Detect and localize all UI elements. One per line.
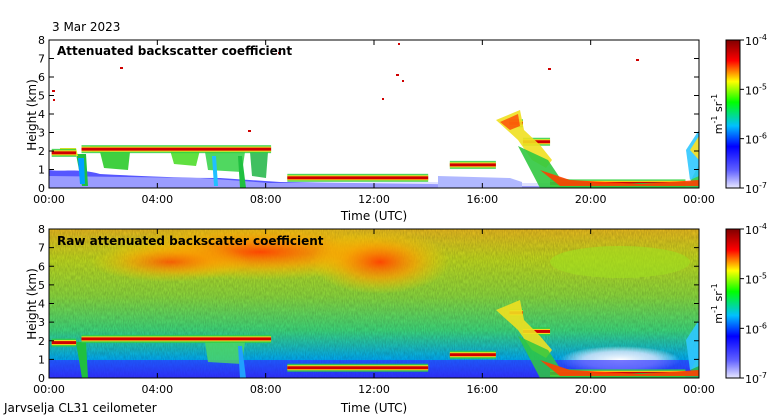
bottom-y-tick-label: 2 [38, 335, 45, 348]
top-backscatter-image [49, 146, 699, 188]
bottom-x-tick-label: 12:00 [358, 383, 390, 396]
top-x-axis-label: Time (UTC) [340, 209, 407, 223]
bottom-y-axis: 0 1 2 3 4 5 6 7 8 [38, 223, 699, 385]
top-y-tick-label: 8 [38, 34, 45, 47]
top-y-axis: 0 1 2 3 4 5 6 7 8 [38, 34, 699, 195]
bottom-x-tick-label: 00:00 [683, 383, 715, 396]
top-y-tick-label: 6 [38, 71, 45, 84]
bottom-colorbar-tick-label: 10-4 [745, 222, 767, 237]
bottom-y-tick-label: 6 [38, 260, 45, 273]
bottom-x-tick-label: 08:00 [250, 383, 282, 396]
bottom-colorbar-tick-label: 10-7 [745, 371, 767, 386]
top-fallstreaks [76, 150, 268, 188]
top-colorbar-unit-label: m-1 sr-1 [710, 94, 725, 134]
bottom-x-tick-label: 20:00 [575, 383, 607, 396]
top-colorbar-ticks: 10-4 10-5 10-6 10-7 [740, 33, 767, 196]
top-x-tick-label: 00:00 [33, 193, 65, 206]
bottom-colorbar-gradient [725, 228, 741, 379]
top-x-tick-label: 08:00 [250, 193, 282, 206]
top-y-tick-label: 0 [38, 182, 45, 195]
top-cloud-layer-core [81, 147, 272, 151]
top-y-tick-label: 2 [38, 145, 45, 158]
bottom-cloud-layer-core [449, 353, 496, 357]
instrument-label: Jarvselja CL31 ceilometer [4, 401, 157, 415]
bottom-colorbar-unit-label: m-1 sr-1 [710, 283, 725, 323]
bottom-colorbar-ticks: 10-4 10-5 10-6 10-7 [740, 222, 767, 386]
bottom-y-tick-label: 3 [38, 316, 45, 329]
bottom-cloud-layer-core [522, 329, 551, 333]
top-colorbar-unit: m-1 sr-1 [710, 94, 725, 134]
top-y-tick-label: 7 [38, 53, 45, 66]
bottom-panel-title: Raw attenuated backscatter coefficient [57, 234, 324, 248]
top-colorbar-tick-label: 10-7 [745, 181, 767, 196]
bottom-y-tick-label: 8 [38, 223, 45, 236]
top-cloud-layer-core [287, 176, 429, 180]
date-label: 3 Mar 2023 [52, 20, 121, 34]
bottom-x-tick-label: 00:00 [33, 383, 65, 396]
top-panel: 0 1 2 3 4 5 6 7 8 00:00 04:00 08:00 12:00 16:00 20:00… [25, 34, 715, 223]
top-late-cloud [496, 110, 699, 188]
top-colorbar-tick-label: 10-6 [745, 132, 767, 147]
bottom-x-axis-label: Time (UTC) [340, 401, 407, 415]
top-y-tick-label: 5 [38, 90, 45, 103]
bottom-colorbar-tick-label: 10-5 [745, 272, 767, 287]
top-colorbar: 10-4 10-5 10-6 10-7 m-1 sr-1 [710, 33, 767, 196]
bottom-y-tick-label: 1 [38, 353, 45, 366]
bottom-x-axis: 00:00 04:00 08:00 12:00 16:00 20:00 00:00 [33, 229, 715, 396]
bottom-colorbar-unit: m-1 sr-1 [710, 283, 725, 323]
top-y-tick-label: 3 [38, 127, 45, 140]
top-haze-patch [438, 176, 522, 188]
top-y-tick-label: 1 [38, 164, 45, 177]
top-plot-area [49, 40, 699, 188]
top-x-axis: 00:00 04:00 08:00 12:00 16:00 20:00 00:00 [33, 40, 715, 206]
bottom-y-tick-label: 5 [38, 279, 45, 292]
top-x-tick-label: 16:00 [466, 193, 498, 206]
top-panel-title: Attenuated backscatter coefficient [57, 44, 292, 58]
bottom-y-tick-label: 7 [38, 242, 45, 255]
top-x-tick-label: 00:00 [683, 193, 715, 206]
bottom-x-tick-label: 04:00 [141, 383, 173, 396]
bottom-colorbar: 10-4 10-5 10-6 10-7 m-1 sr-1 [710, 222, 767, 386]
bottom-backscatter-image [49, 229, 699, 378]
bottom-y-tick-label: 4 [38, 298, 45, 311]
top-x-tick-label: 12:00 [358, 193, 390, 206]
top-cloud-layer-core [449, 163, 496, 167]
bottom-cloud-layer-core [287, 366, 429, 370]
bottom-late-cloud [496, 300, 699, 378]
top-cloud-layer-core [51, 151, 77, 155]
bottom-colorbar-tick-label: 10-6 [745, 321, 767, 336]
bottom-y-axis-label: Height (km) [25, 268, 39, 339]
top-colorbar-tick-label: 10-4 [745, 33, 767, 48]
bottom-panel: 0 1 2 3 4 5 6 7 8 00:00 04:00 08:00 12:00 16:00 20:00… [25, 223, 715, 415]
top-y-tick-label: 4 [38, 108, 45, 121]
top-x-tick-label: 20:00 [575, 193, 607, 206]
bottom-x-tick-label: 16:00 [466, 383, 498, 396]
bottom-cloud-layer-core [51, 341, 77, 345]
top-colorbar-gradient [725, 39, 741, 189]
top-boundary-layer-haze [49, 176, 699, 188]
top-specks [52, 43, 639, 132]
bottom-y-tick-label: 0 [38, 372, 45, 385]
top-x-tick-label: 04:00 [141, 193, 173, 206]
top-y-axis-label: Height (km) [25, 79, 39, 150]
top-colorbar-tick-label: 10-5 [745, 82, 767, 97]
bottom-cloud-layer-core [81, 337, 272, 341]
